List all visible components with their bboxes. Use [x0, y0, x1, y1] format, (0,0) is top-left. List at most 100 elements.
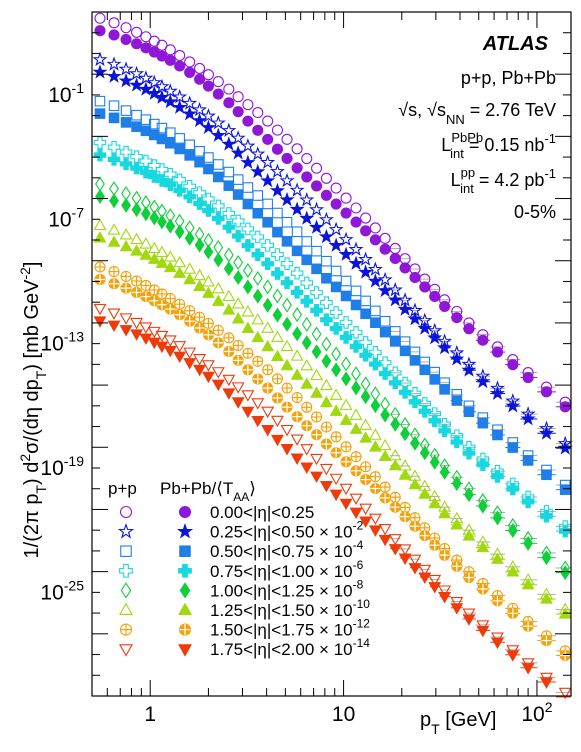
- pbpb-point: [212, 337, 224, 349]
- centrality-label: 0-5%: [514, 202, 556, 222]
- pbpb-point-shape: [233, 269, 244, 285]
- pbpb-point-shape: [173, 266, 187, 278]
- pp-point: [212, 199, 225, 213]
- pbpb-point-shape: [241, 239, 255, 252]
- pbpb-point-shape: [541, 469, 552, 481]
- pp-point-shape: [203, 152, 214, 163]
- pbpb-point-shape: [131, 121, 142, 132]
- pbpb-point: [462, 446, 476, 460]
- pbpb-point: [417, 320, 433, 335]
- pp-point: [281, 382, 293, 394]
- pbpb-point: [388, 458, 402, 471]
- pbpb-point: [279, 191, 295, 207]
- pbpb-point-shape: [321, 353, 332, 369]
- pp-point: [164, 292, 176, 305]
- pp-point: [310, 286, 323, 299]
- pbpb-point-shape: [409, 355, 421, 366]
- pbpb-point-shape: [272, 307, 283, 323]
- pbpb-point: [439, 300, 451, 312]
- pbpb-point-shape: [429, 374, 441, 385]
- legend-pbpb-marker-shape: [179, 545, 191, 557]
- pp-point-shape: [280, 339, 294, 352]
- pbpb-point: [300, 377, 314, 389]
- pbpb-point: [210, 127, 226, 142]
- pp-point-shape: [252, 190, 264, 201]
- data-layer: [92, 12, 573, 700]
- pp-point-shape: [428, 574, 442, 587]
- pp-point-shape: [212, 76, 224, 88]
- legend-label: 0.00<|η|<0.25: [210, 503, 314, 522]
- pp-point-shape: [138, 70, 154, 85]
- pbpb-point-shape: [388, 458, 402, 471]
- pbpb-point-shape: [311, 180, 323, 192]
- pbpb-point: [149, 210, 160, 226]
- pbpb-point: [174, 309, 186, 321]
- pp-point: [212, 76, 224, 88]
- pbpb-point: [369, 482, 381, 495]
- pp-point: [289, 182, 305, 197]
- pp-point-shape: [108, 17, 120, 29]
- pbpb-point: [559, 484, 571, 495]
- pbpb-point: [320, 189, 332, 201]
- pbpb-point: [418, 404, 432, 418]
- pp-point-shape: [241, 305, 255, 317]
- pbpb-point: [300, 462, 314, 474]
- legend-label: 0.25<|η|<0.50 × 10-2: [210, 519, 364, 542]
- pp-point: [222, 374, 236, 387]
- pbpb-point: [118, 73, 134, 88]
- pbpb-point: [262, 133, 274, 145]
- pbpb-point: [360, 225, 372, 237]
- series-6: [94, 261, 571, 662]
- pbpb-point-shape: [360, 225, 372, 237]
- pp-point-shape: [281, 133, 293, 145]
- pp-point: [349, 326, 363, 339]
- pp-point: [94, 261, 106, 273]
- pp-point: [319, 378, 333, 391]
- pbpb-point: [379, 326, 391, 338]
- pbpb-point: [280, 358, 294, 371]
- legend-pbpb-marker: [179, 582, 191, 599]
- pp-point-shape: [271, 248, 284, 261]
- pbpb-point-shape: [477, 417, 489, 429]
- pp-point-shape: [95, 176, 105, 192]
- pbpb-point: [173, 266, 187, 278]
- pp-point: [146, 74, 162, 90]
- pbpb-point: [271, 143, 283, 155]
- pbpb-point-shape: [368, 525, 382, 537]
- pp-point: [107, 308, 121, 320]
- pp-point: [398, 544, 412, 556]
- pbpb-point-shape: [211, 294, 225, 306]
- pbpb-point-shape: [261, 257, 274, 271]
- pp-point-shape: [320, 296, 333, 309]
- pbpb-point: [521, 663, 535, 675]
- pbpb-point: [222, 303, 236, 315]
- pbpb-point: [330, 281, 342, 293]
- pp-point: [172, 88, 188, 104]
- pp-point: [379, 315, 391, 327]
- pp-point-shape: [241, 390, 255, 402]
- pbpb-point: [462, 529, 476, 541]
- legend-pp-marker-shape: [119, 505, 133, 519]
- pbpb-point: [538, 425, 555, 440]
- pbpb-point-shape: [438, 592, 452, 604]
- pbpb-point: [340, 456, 352, 468]
- pp-point: [192, 101, 208, 117]
- pbpb-point-shape: [139, 165, 153, 179]
- legend-pbpb-marker: [178, 644, 192, 657]
- pbpb-point: [156, 299, 168, 311]
- pbpb-point-shape: [252, 288, 263, 304]
- pbpb-point-shape: [121, 197, 131, 213]
- pbpb-point: [463, 323, 475, 335]
- pbpb-point-shape: [107, 235, 121, 247]
- legend-pp-marker: [119, 644, 133, 657]
- pbpb-point: [129, 77, 145, 92]
- pp-point-shape: [140, 31, 152, 43]
- pp-point: [194, 311, 206, 323]
- pp-point: [349, 408, 363, 420]
- series-2: [94, 95, 571, 495]
- legend-row: 0.50<|η|<0.75 × 10-4: [120, 538, 364, 561]
- pbpb-point-shape: [193, 197, 206, 210]
- pbpb-point-shape: [408, 563, 422, 575]
- pp-point: [350, 285, 362, 297]
- pp-point-shape: [93, 303, 107, 316]
